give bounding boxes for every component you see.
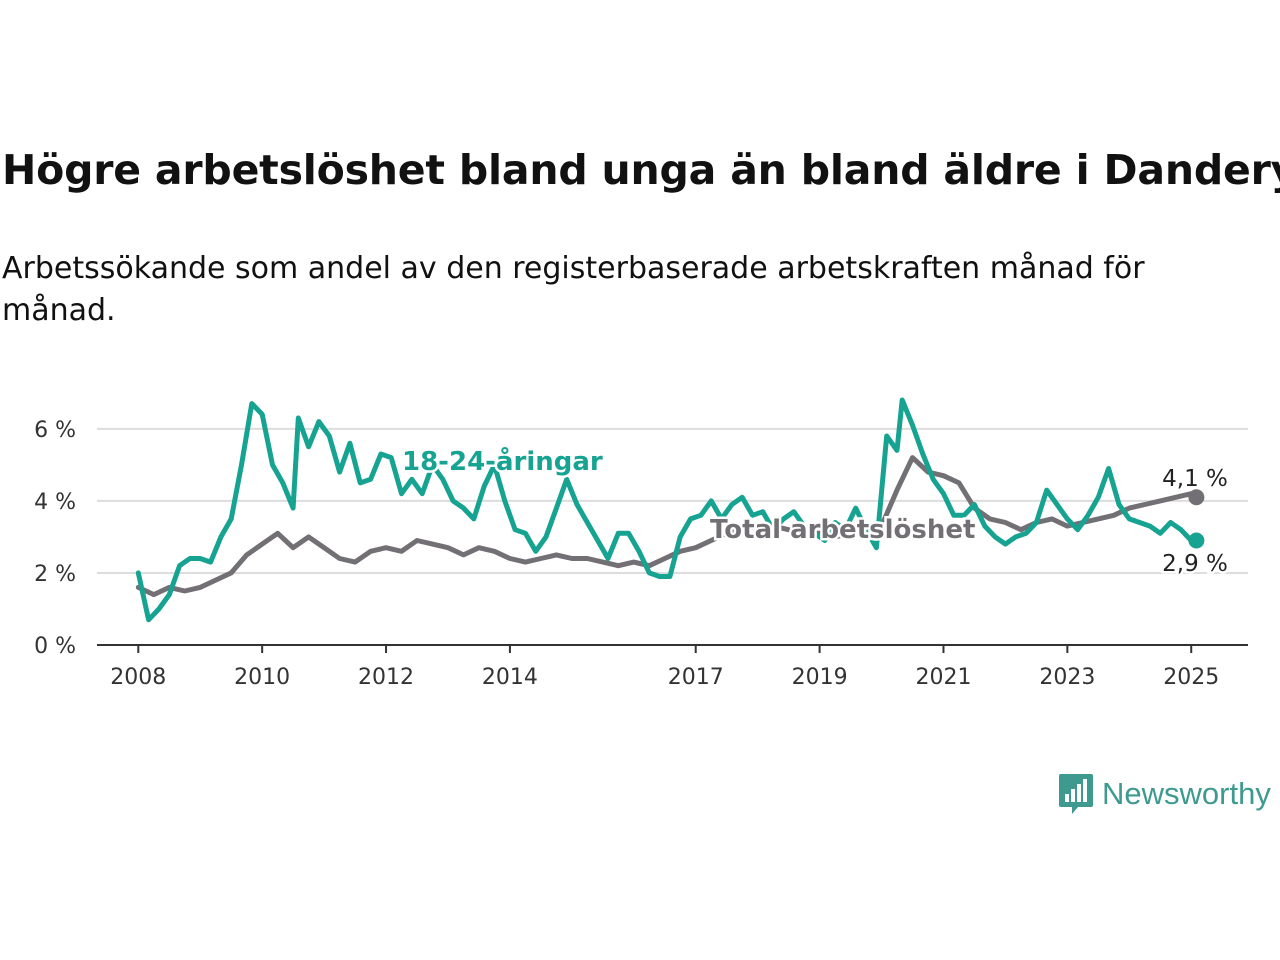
chart-title: Högre arbetslöshet bland unga än bland ä… [2, 146, 1280, 194]
youth-series-line [135, 397, 1199, 623]
newsworthy-logo: Newsworthy [1058, 772, 1271, 816]
total-series-line [135, 455, 1199, 598]
x-tick-label: 2025 [1163, 665, 1219, 690]
y-tick-label: 0 % [34, 634, 76, 659]
series-labels: 18-24-åringar Total arbetslöshet 4,1 % 2… [400, 443, 1231, 580]
youth-end-value-label: 2,9 % [1162, 551, 1228, 577]
axes: 0 % 2 % 4 % 6 % 2008 2010 2012 2014 2017 2019 2021… [34, 418, 1248, 690]
x-tick-label: 2021 [915, 665, 971, 690]
chart-subtitle: Arbetssökande som andel av den registerb… [2, 251, 1145, 328]
youth-end-point [1188, 532, 1205, 549]
brand-name: Newsworthy [1102, 776, 1271, 811]
youth-series-label: 18-24-åringar [402, 445, 603, 477]
x-tick-label: 2012 [358, 665, 414, 690]
x-tick-label: 2010 [234, 665, 290, 690]
x-tick-label: 2017 [668, 665, 724, 690]
total-end-value-label: 4,1 % [1162, 466, 1228, 492]
x-tick-label: 2019 [792, 665, 848, 690]
x-tick-label: 2008 [110, 665, 166, 690]
total-series-label: Total arbetslöshet [710, 515, 975, 545]
total-end-point [1188, 489, 1205, 506]
y-tick-label: 2 % [34, 562, 76, 587]
x-tick-label: 2014 [482, 665, 538, 690]
series-lines [135, 397, 1205, 623]
y-tick-label: 6 % [34, 418, 76, 443]
x-tick-label: 2023 [1039, 665, 1095, 690]
y-tick-label: 4 % [34, 490, 76, 515]
bar-chart-speech-bubble-icon [1059, 774, 1093, 814]
